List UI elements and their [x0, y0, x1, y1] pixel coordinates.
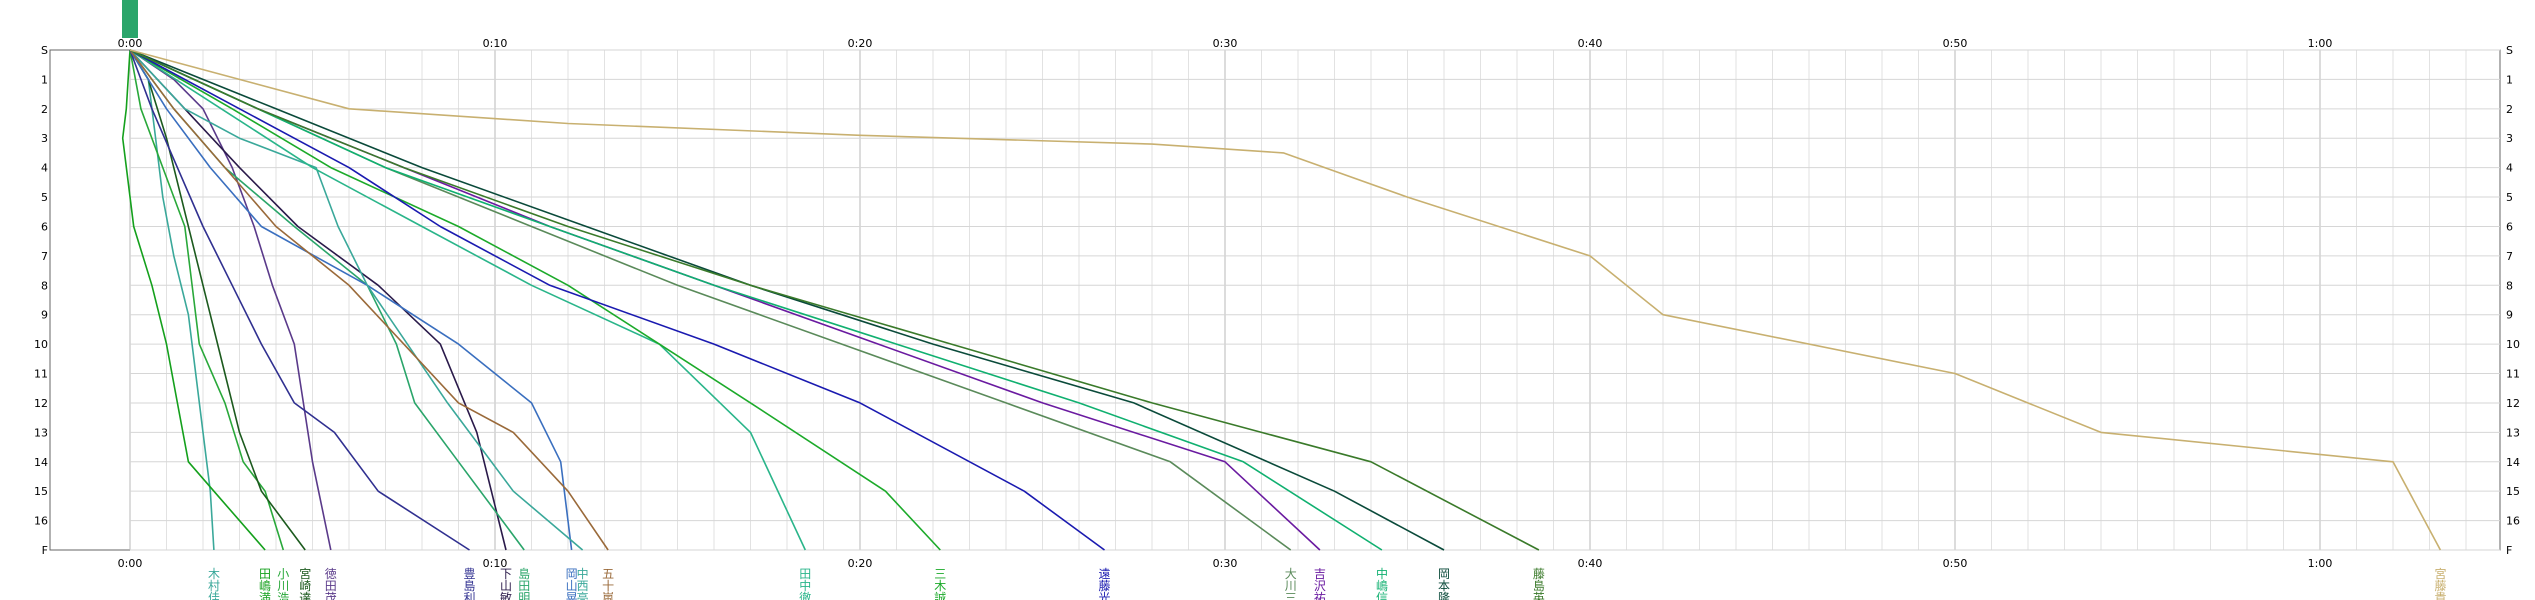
y-tick-label-left: 3	[41, 132, 48, 145]
series-name-label: 小川浩	[277, 567, 289, 600]
y-tick-label-right: S	[2506, 44, 2513, 57]
series-line	[129, 49, 525, 551]
y-tick-label-right: 4	[2506, 162, 2513, 175]
y-tick-label-left: 4	[41, 162, 48, 175]
y-tick-label-left: 13	[34, 426, 48, 439]
station-gridlines	[130, 49, 2500, 551]
y-tick-label-left: 15	[34, 485, 48, 498]
series-line	[129, 49, 584, 551]
series-name-label: 宮藤貴	[2434, 566, 2446, 600]
series-name-label: 田嶋満	[259, 567, 271, 600]
y-tick-label-right: 3	[2506, 132, 2513, 145]
x-tick-label-bottom: 0:30	[1213, 557, 1238, 570]
y-tick-label-left: S	[41, 44, 48, 57]
series-name-label: 藤島英	[1533, 567, 1545, 600]
y-tick-label-left: F	[42, 544, 48, 557]
series-name-label: 三木誠	[934, 567, 946, 600]
series-line	[129, 49, 1105, 551]
minor-gridlines	[166, 50, 2467, 550]
series-name-label: 豊島利	[463, 567, 475, 600]
series-name-label: 島田明	[518, 566, 530, 600]
y-tick-label-left: 9	[41, 309, 48, 322]
y-tick-label-right: 12	[2506, 397, 2520, 410]
series-layer	[121, 49, 2442, 551]
series-name-label: 木村佳	[208, 567, 220, 600]
x-tick-label-bottom: 0:20	[848, 557, 873, 570]
x-tick-label-bottom: 0:40	[1578, 557, 1603, 570]
y-tick-label-right: 9	[2506, 309, 2513, 322]
series-line	[129, 49, 573, 551]
series-line	[129, 49, 609, 551]
x-tick-label-top: 0:40	[1578, 37, 1603, 50]
y-tick-label-right: 16	[2506, 515, 2520, 528]
series-name-label: 中西亮	[577, 566, 589, 600]
y-tick-label-left: 2	[41, 103, 48, 116]
x-tick-label-top: 0:30	[1213, 37, 1238, 50]
y-tick-label-left: 14	[34, 456, 48, 469]
series-name-label: 大川三	[1285, 567, 1297, 600]
series-line	[129, 49, 807, 551]
y-tick-label-right: 5	[2506, 191, 2513, 204]
series-name-label: 岡本隆	[1438, 567, 1450, 600]
series-line	[129, 49, 1383, 551]
y-tick-label-right: 7	[2506, 250, 2513, 263]
y-tick-label-left: 1	[41, 73, 48, 86]
y-tick-label-left: 8	[41, 279, 48, 292]
y-tick-label-right: 6	[2506, 220, 2513, 233]
series-name-label: 田中徹	[799, 567, 811, 600]
x-tick-label-bottom: 0:00	[118, 557, 143, 570]
x-tick-label-top: 0:00	[118, 37, 143, 50]
y-tick-label-right: F	[2506, 544, 2512, 557]
series-line	[129, 49, 1321, 551]
series-line	[129, 49, 941, 551]
y-tick-label-left: 10	[34, 338, 48, 351]
series-name-label: 遠藤光	[1099, 567, 1111, 600]
y-tick-label-right: 14	[2506, 456, 2520, 469]
y-tick-label-left: 16	[34, 515, 48, 528]
y-tick-label-right: 8	[2506, 279, 2513, 292]
x-tick-label-top: 0:20	[848, 37, 873, 50]
plot-frame	[49, 49, 2501, 551]
x-tick-label-top: 0:50	[1943, 37, 1968, 50]
y-tick-label-left: 12	[34, 397, 48, 410]
series-line	[129, 49, 470, 551]
x-tick-label-top: 1:00	[2308, 37, 2333, 50]
y-tick-label-right: 11	[2506, 368, 2520, 381]
x-tick-label-bottom: 1:00	[2308, 557, 2333, 570]
y-tick-label-right: 1	[2506, 73, 2513, 86]
y-tick-label-left: 11	[34, 368, 48, 381]
y-tick-label-left: 6	[41, 220, 48, 233]
series-line	[129, 49, 507, 551]
y-tick-label-right: 2	[2506, 103, 2513, 116]
series-name-label: 徳田茂	[325, 566, 337, 600]
series-line	[129, 49, 1292, 551]
series-line	[129, 49, 1540, 551]
series-name-label: 岡山晃	[566, 567, 578, 600]
series-line	[129, 49, 306, 551]
series-name-label: 吉沢祐	[1314, 567, 1326, 600]
series-line	[129, 49, 285, 551]
y-tick-label-left: 5	[41, 191, 48, 204]
series-name-label: 中嶋信	[1376, 566, 1388, 600]
y-tick-label-left: 7	[41, 250, 48, 263]
y-tick-label-right: 13	[2506, 426, 2520, 439]
series-name-label: 五十嵐	[602, 567, 614, 600]
series-name-label: 宮崎達	[299, 566, 311, 600]
y-tick-label-right: 10	[2506, 338, 2520, 351]
y-tick-label-right: 15	[2506, 485, 2520, 498]
x-tick-label-top: 0:10	[483, 37, 508, 50]
series-name-label: 下山敏	[500, 567, 512, 600]
legend-swatch	[122, 0, 138, 38]
x-tick-label-bottom: 0:10	[483, 557, 508, 570]
series-line	[129, 49, 2442, 551]
x-tick-label-bottom: 0:50	[1943, 557, 1968, 570]
series-line	[129, 49, 215, 551]
series-line	[129, 49, 332, 551]
series-line	[121, 49, 266, 551]
